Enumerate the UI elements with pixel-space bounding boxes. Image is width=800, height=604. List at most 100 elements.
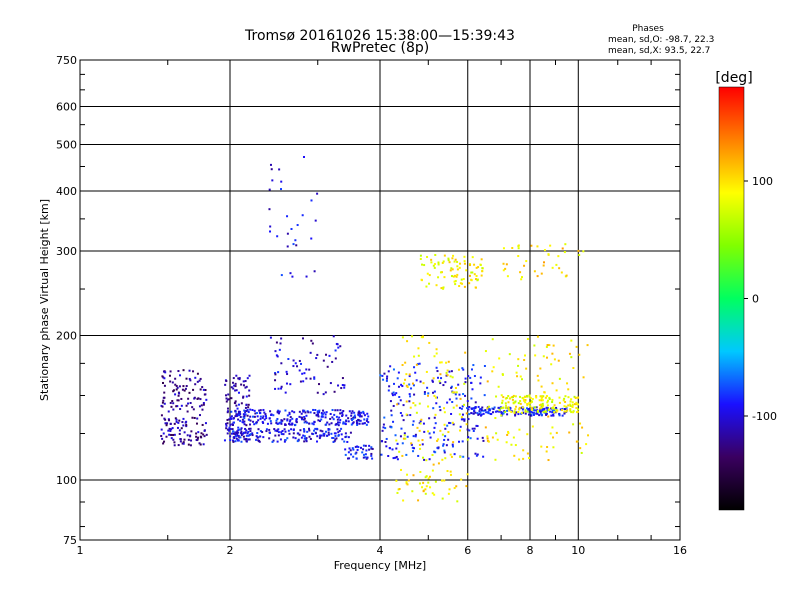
echo-point [278,348,281,351]
echo-point [551,407,554,410]
echo-point [510,411,513,414]
echo-point [448,370,451,373]
echo-point [287,358,290,361]
echo-point [371,457,374,460]
echo-point [470,279,473,282]
echo-point [249,415,252,418]
echo-point [257,428,260,431]
echo-point [432,377,435,380]
echo-point [287,429,290,432]
echo-point [455,404,458,407]
echo-point [475,454,478,457]
echo-point [569,409,572,412]
echo-point [395,455,398,458]
echo-point [541,408,544,411]
echo-point [502,412,505,415]
echo-point [526,404,529,407]
echo-point [395,439,398,442]
echo-point [237,418,240,421]
echo-point [500,411,503,414]
echo-point [274,387,277,390]
echo-point [456,260,459,263]
echo-point [235,374,238,377]
echo-point [336,418,339,421]
echo-point [390,409,393,412]
echo-point [523,264,526,267]
echo-point [191,406,194,409]
y-tick-label: 600 [56,101,77,114]
echo-point [169,370,172,373]
echo-point [504,267,507,270]
echo-point [268,437,271,440]
echo-point [169,429,172,432]
echo-point [286,232,289,235]
echo-point [321,430,324,433]
echo-point [426,272,429,275]
echo-point [277,412,280,415]
echo-point [225,422,228,425]
echo-point [395,447,398,450]
echo-point [507,401,510,404]
echo-point [449,375,452,378]
echo-point [434,413,437,416]
echo-point [264,413,267,416]
echo-point [403,382,406,385]
echo-point [387,389,390,392]
echo-point [168,433,171,436]
echo-point [269,410,272,413]
echo-point [435,396,438,399]
echo-point [286,414,289,417]
echo-point [305,440,308,443]
echo-point [324,391,327,394]
echo-point [397,385,400,388]
y-tick-label: 100 [56,474,77,487]
phases-o-stats: mean, sd,O: -98.7, 22.3 [608,35,714,45]
echo-point [233,402,236,405]
echo-point [379,374,382,377]
echo-point [305,368,308,371]
echo-point [534,406,537,409]
echo-point [475,266,478,269]
echo-point [461,405,464,408]
echo-point [525,394,528,397]
echo-point [467,375,470,378]
echo-point [337,434,340,437]
echo-point [340,387,343,390]
echo-point [270,413,273,416]
echo-point [234,382,237,385]
y-axis-label: Stationary phase Virtual Height [km] [38,199,51,401]
echo-point [530,244,533,247]
echo-point [572,410,575,413]
echo-point [492,408,495,411]
echo-point [162,381,165,384]
echo-point [294,437,297,440]
echo-point [163,417,166,420]
echo-point [464,377,467,380]
echo-point [458,440,461,443]
echo-point [197,397,200,400]
echo-point [335,415,338,418]
echo-point [446,401,449,404]
echo-point [192,388,195,391]
echo-point [435,352,438,355]
echo-point [538,399,541,402]
echo-point [175,418,178,421]
echo-point [470,271,473,274]
echo-point [356,423,359,426]
echo-point [514,414,517,417]
echo-point [546,401,549,404]
echo-point [355,457,358,460]
echo-point [526,338,529,341]
echo-point [186,410,189,413]
echo-point [414,433,417,436]
echo-point [453,453,456,456]
echo-point [392,368,395,371]
echo-point [243,415,246,418]
echo-point [300,416,303,419]
echo-point [435,284,438,287]
echo-point [367,421,370,424]
echo-point [345,414,348,417]
echo-point [240,434,243,437]
echo-point [325,353,328,356]
echo-point [356,448,359,451]
